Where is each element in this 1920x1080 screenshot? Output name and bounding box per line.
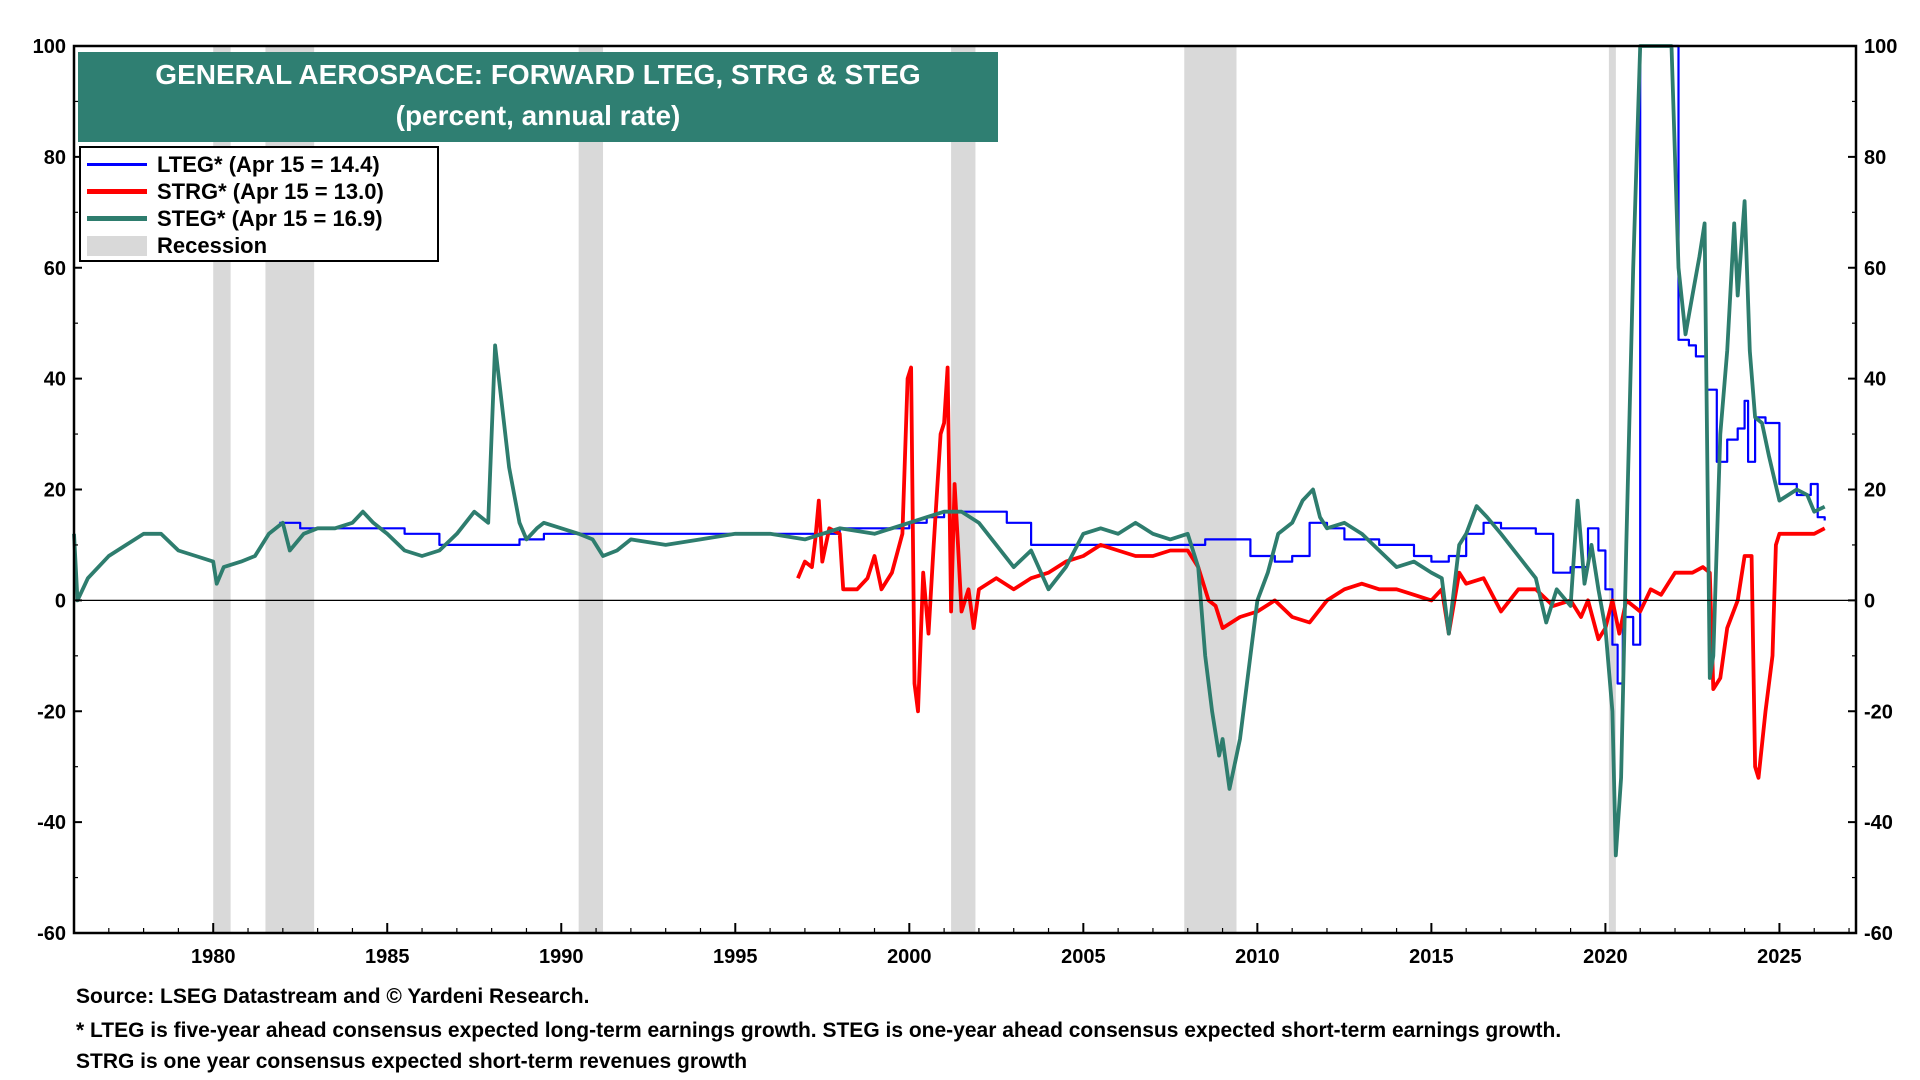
recession-band-4 (1184, 46, 1237, 933)
series-line-strg (796, 365, 1826, 780)
y-tick-label-right: -20 (1864, 701, 1893, 723)
legend-label-strg: STRG* (Apr 15 = 13.0) (157, 178, 384, 204)
y-tick-label-left: 80 (44, 147, 66, 169)
x-tick-label: 2010 (1235, 946, 1280, 968)
x-tick-label: 2005 (1061, 946, 1106, 968)
footer-note-1: * LTEG is five-year ahead consensus expe… (76, 1019, 1562, 1042)
legend-item-strg: STRG* (Apr 15 = 13.0) (87, 178, 384, 205)
legend-item-lteg: LTEG* (Apr 15 = 14.4) (87, 151, 380, 178)
chart-title: GENERAL AEROSPACE: FORWARD LTEG, STRG & … (155, 59, 921, 90)
chart-subtitle: (percent, annual rate) (395, 100, 681, 131)
footer-note-2: STRG is one year consensus expected shor… (76, 1050, 748, 1073)
x-tick-label: 1995 (713, 946, 758, 968)
legend-item-recession: Recession (87, 232, 267, 259)
legend-label-steg: STEG* (Apr 15 = 16.9) (157, 205, 383, 231)
y-tick-label-right: 80 (1864, 147, 1886, 169)
y-tick-label-right: -60 (1864, 923, 1893, 945)
y-tick-label-right: 0 (1864, 590, 1875, 612)
legend: LTEG* (Apr 15 = 14.4) STRG* (Apr 15 = 13… (79, 146, 439, 262)
x-tick-label: 1985 (365, 946, 410, 968)
x-tick-label: 2020 (1583, 946, 1628, 968)
legend-label-lteg: LTEG* (Apr 15 = 14.4) (157, 151, 380, 177)
y-tick-label-left: -20 (37, 701, 66, 723)
x-tick-label: 2025 (1757, 946, 1802, 968)
legend-swatch-recession (87, 235, 147, 256)
y-tick-label-right: 60 (1864, 258, 1886, 280)
y-tick-label-left: 40 (44, 369, 66, 391)
y-tick-label-left: 0 (55, 590, 66, 612)
y-tick-label-left: -40 (37, 812, 66, 834)
y-tick-label-left: 100 (33, 36, 66, 58)
y-tick-label-left: 60 (44, 258, 66, 280)
y-tick-label-left: -60 (37, 923, 66, 945)
y-tick-label-right: 40 (1864, 369, 1886, 391)
x-tick-label: 1980 (191, 946, 236, 968)
legend-swatch-strg (87, 189, 147, 194)
legend-swatch-lteg (87, 163, 147, 166)
legend-item-steg: STEG* (Apr 15 = 16.9) (87, 205, 383, 232)
y-tick-label-left: 20 (44, 480, 66, 502)
recession-band-2 (578, 46, 604, 933)
y-tick-label-right: 100 (1864, 36, 1897, 58)
chart-title-box: GENERAL AEROSPACE: FORWARD LTEG, STRG & … (78, 52, 998, 142)
recession-band-5 (1608, 46, 1616, 933)
y-tick-label-right: 20 (1864, 480, 1886, 502)
recession-band-0 (213, 46, 231, 933)
y-tick-label-right: -40 (1864, 812, 1893, 834)
legend-label-recession: Recession (157, 232, 268, 258)
x-tick-label: 1990 (539, 946, 584, 968)
x-tick-label: 2015 (1409, 946, 1454, 968)
x-tick-label: 2000 (887, 946, 932, 968)
legend-swatch-steg (87, 216, 147, 221)
footer-source: Source: LSEG Datastream and © Yardeni Re… (76, 985, 590, 1008)
